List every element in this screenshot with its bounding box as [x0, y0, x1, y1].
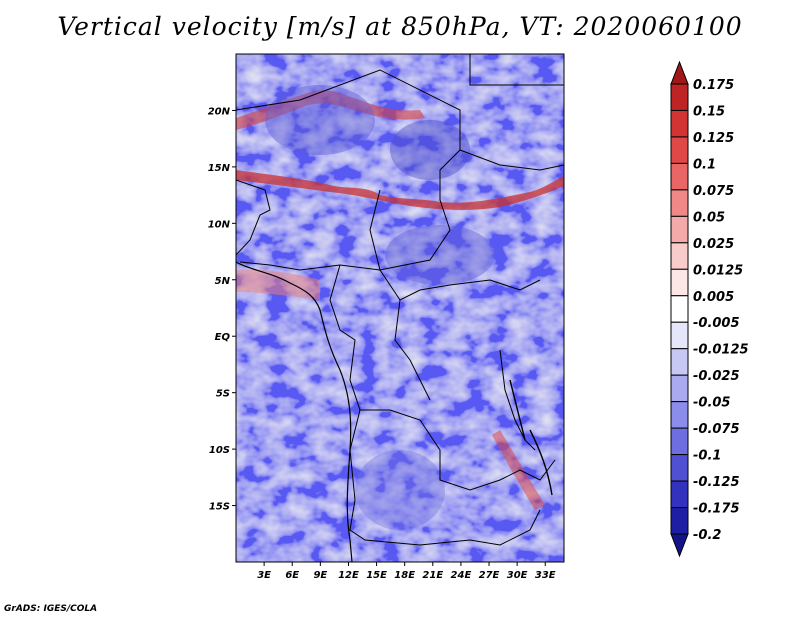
northern-ascent-band	[236, 90, 425, 130]
colorbar-label: 0.0125	[693, 263, 743, 278]
colorbar-label: 0.075	[693, 184, 734, 199]
central-descent-patch	[385, 225, 495, 285]
lon-tick-label: 15E	[366, 570, 387, 581]
colorbar-segment	[670, 507, 689, 535]
map-title: Vertical velocity [m/s] at 850hPa, VT: 2…	[57, 12, 743, 41]
colorbar-label: 0.025	[693, 237, 734, 252]
lon-tick-label: 6E	[285, 570, 299, 581]
colorbar-label: -0.075	[693, 422, 740, 437]
colorbar-segment	[670, 83, 689, 111]
colorbar-label: -0.005	[693, 316, 740, 331]
lon-tick-label: 27E	[479, 570, 500, 581]
colorbar-segment	[670, 162, 689, 191]
lon-tick-label: 24E	[451, 570, 472, 581]
colorbar-label: 0.005	[693, 290, 734, 305]
east-african-lakes	[509, 379, 553, 496]
colorbar-label: -0.125	[693, 475, 740, 490]
colorbar-label: -0.0125	[693, 343, 749, 358]
grads-credit: GrADS: IGES/COLA	[4, 604, 98, 614]
colorbar-segment	[670, 480, 689, 509]
colorbar-segment	[670, 454, 689, 482]
colorbar-segment	[670, 215, 689, 244]
colorbar-segment	[670, 242, 689, 270]
colorbar-label: 0.15	[693, 104, 725, 119]
lon-tick-label: 30E	[507, 570, 528, 581]
colorbar-segment	[670, 348, 689, 376]
rift-ascent-zone	[492, 430, 545, 510]
lat-tick-label: EQ	[215, 332, 231, 343]
lat-tick-label: 10N	[208, 219, 231, 230]
lat-tick-label: 15N	[208, 163, 231, 174]
colorbar-label: -0.2	[693, 528, 721, 543]
colorbar-label: -0.025	[693, 369, 740, 384]
latitude-axis: 20N 15N 10N 5N EQ 5S 10S 15S	[208, 106, 236, 513]
colorbar-segment	[670, 401, 689, 429]
colorbar-label: -0.05	[693, 396, 730, 411]
colorbar-segment	[670, 136, 689, 164]
lon-tick-label: 33E	[535, 570, 556, 581]
velocity-field	[236, 54, 564, 562]
colorbar-label: -0.1	[693, 449, 721, 464]
southern-descent-patch	[355, 450, 445, 530]
lon-tick-label: 21E	[422, 570, 443, 581]
colorbar: 0.175 0.15 0.125 0.1 0.075 0.05 0.025 0.0125 0.0…	[670, 60, 749, 558]
lat-tick-label: 5N	[215, 276, 231, 287]
political-boundaries	[236, 54, 564, 546]
map-frame	[235, 53, 565, 563]
colorbar-segment	[670, 374, 689, 403]
colorbar-label: -0.175	[693, 502, 740, 517]
colorbar-segment	[670, 189, 689, 217]
colorbar-segment	[670, 268, 689, 297]
lat-tick-label: 15S	[209, 502, 230, 513]
longitude-axis: 3E 6E 9E 12E 15E 18E 21E 24E 27E 30E 33E	[257, 562, 556, 581]
colorbar-label: 0.125	[693, 131, 734, 146]
colorbar-segment	[670, 427, 689, 456]
lon-tick-label: 9E	[313, 570, 327, 581]
lat-tick-label: 10S	[209, 445, 230, 456]
sahara-descent-patch	[265, 85, 375, 155]
colorbar-segment	[670, 321, 689, 350]
sudan-descent-patch	[390, 120, 470, 180]
sahel-ascent-band	[236, 170, 564, 210]
colorbar-segment	[670, 109, 689, 138]
atlantic-coastline	[236, 261, 353, 562]
map-border	[235, 53, 565, 563]
lat-tick-label: 20N	[208, 106, 231, 117]
colorbar-label: 0.1	[693, 157, 716, 172]
lon-tick-label: 18E	[394, 570, 415, 581]
lon-tick-label: 12E	[338, 570, 359, 581]
lat-tick-label: 5S	[216, 389, 230, 400]
lon-tick-label: 3E	[257, 570, 271, 581]
colorbar-label: 0.05	[693, 210, 725, 225]
colorbar-label: 0.175	[693, 78, 734, 93]
colorbar-segment	[670, 60, 689, 85]
colorbar-segment	[670, 295, 689, 323]
coastal-ascent-zone	[236, 269, 320, 300]
colorbar-segment	[670, 533, 689, 558]
field-texture	[236, 54, 564, 562]
